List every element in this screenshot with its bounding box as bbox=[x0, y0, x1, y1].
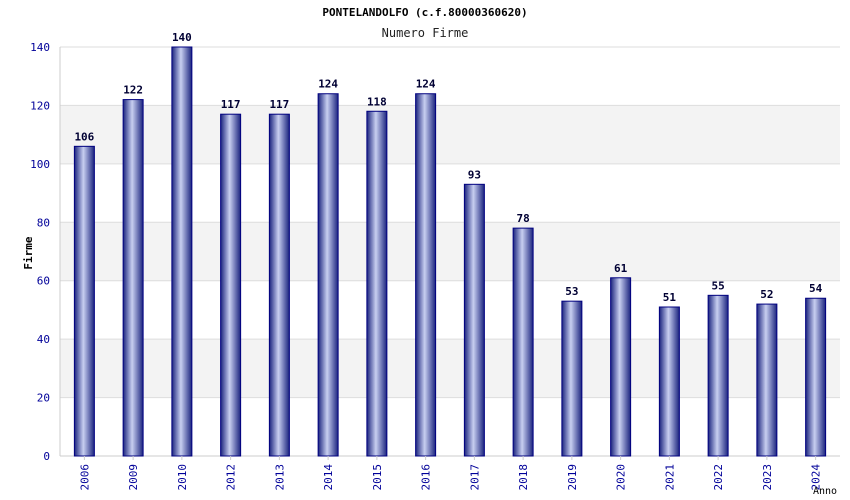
bar-2017 bbox=[463, 183, 485, 457]
bar-2019 bbox=[561, 300, 583, 457]
bar-value-label: 53 bbox=[565, 285, 578, 298]
y-tick-label: 40 bbox=[37, 333, 50, 346]
bar-value-label: 122 bbox=[123, 84, 143, 97]
bar-2006 bbox=[73, 145, 95, 457]
x-tick-label: 2012 bbox=[225, 464, 238, 491]
x-tick-label: 2016 bbox=[420, 464, 433, 491]
bar-value-label: 78 bbox=[517, 212, 530, 225]
x-tick-label: 2022 bbox=[712, 464, 725, 491]
chart-subtitle: Numero Firme bbox=[381, 26, 469, 40]
bar-value-label: 61 bbox=[614, 262, 628, 275]
x-tick-label: 2019 bbox=[566, 464, 579, 491]
bar-2012 bbox=[220, 113, 242, 457]
bar-2009 bbox=[122, 99, 144, 457]
bar-value-label: 93 bbox=[468, 168, 481, 181]
bar-2024 bbox=[805, 297, 827, 457]
y-axis-label: Firme bbox=[22, 236, 35, 269]
x-tick-label: 2024 bbox=[810, 464, 823, 491]
bar-2014 bbox=[317, 93, 339, 457]
x-tick-label: 2018 bbox=[517, 464, 530, 491]
x-tick-label: 2010 bbox=[176, 464, 189, 491]
x-tick-label: 2017 bbox=[468, 464, 481, 491]
bar-2020 bbox=[610, 277, 632, 457]
bar-2016 bbox=[415, 93, 437, 457]
x-axis-label: Anno bbox=[813, 486, 837, 497]
bar-value-label: 124 bbox=[416, 78, 436, 91]
x-tick-label: 2021 bbox=[663, 464, 676, 491]
bar-2015 bbox=[366, 110, 388, 457]
x-tick-label: 2020 bbox=[615, 464, 628, 491]
bar-value-label: 55 bbox=[712, 279, 725, 292]
bar-2023 bbox=[756, 303, 778, 457]
x-tick-label: 2009 bbox=[127, 464, 140, 491]
x-tick-label: 2015 bbox=[371, 464, 384, 491]
x-tick-label: 2023 bbox=[761, 464, 774, 491]
bar-value-label: 52 bbox=[760, 288, 773, 301]
x-tick-label: 2013 bbox=[273, 464, 286, 491]
bar-value-label: 124 bbox=[318, 78, 338, 91]
bar-value-label: 54 bbox=[809, 282, 823, 295]
bar-value-label: 117 bbox=[221, 98, 241, 111]
y-tick-label: 100 bbox=[30, 158, 50, 171]
x-tick-label: 2006 bbox=[78, 464, 91, 491]
bar-2013 bbox=[268, 113, 290, 457]
bar-value-label: 118 bbox=[367, 95, 387, 108]
y-tick-label: 80 bbox=[37, 216, 50, 229]
y-tick-label: 140 bbox=[30, 41, 50, 54]
y-tick-label: 120 bbox=[30, 99, 50, 112]
y-tick-label: 20 bbox=[37, 392, 50, 405]
bar-2021 bbox=[658, 306, 680, 457]
bar-2022 bbox=[707, 294, 729, 457]
x-tick-label: 2014 bbox=[322, 464, 335, 491]
bar-2018 bbox=[512, 227, 534, 457]
y-tick-label: 0 bbox=[43, 450, 50, 463]
y-tick-label: 60 bbox=[37, 275, 50, 288]
bar-value-label: 51 bbox=[663, 291, 677, 304]
bar-2010 bbox=[171, 46, 193, 457]
bar-value-label: 106 bbox=[74, 130, 94, 143]
bar-value-label: 140 bbox=[172, 31, 192, 44]
bar-value-label: 117 bbox=[269, 98, 289, 111]
chart-title: PONTELANDOLFO (c.f.80000360620) bbox=[322, 6, 528, 19]
